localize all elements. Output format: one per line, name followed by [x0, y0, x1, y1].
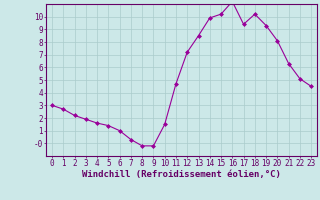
X-axis label: Windchill (Refroidissement éolien,°C): Windchill (Refroidissement éolien,°C) — [82, 170, 281, 179]
